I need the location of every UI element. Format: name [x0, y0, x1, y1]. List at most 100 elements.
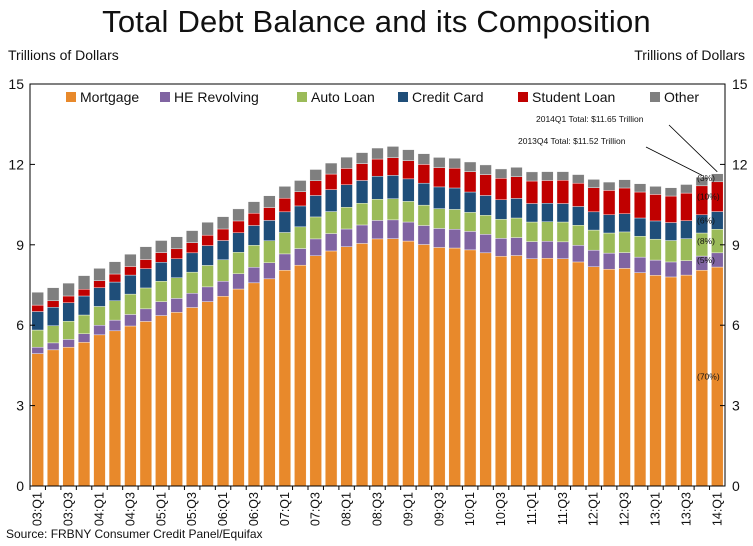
bar-segment-student-loan [587, 187, 600, 213]
bar-segment-mortgage [247, 282, 261, 487]
bar-segment-he-revolving [77, 333, 91, 343]
bar-segment-student-loan [510, 176, 523, 199]
bar-segment-auto-loan [587, 229, 600, 251]
bar-segment-student-loan [31, 304, 44, 312]
bar-segment-mortgage [294, 264, 307, 487]
bar-segment-credit-card [587, 211, 600, 231]
bar-segment-he-revolving [186, 293, 199, 308]
x-tick-label: 09:Q1 [401, 492, 415, 526]
bar-segment-auto-loan [680, 238, 693, 261]
bar-segment-he-revolving [31, 346, 44, 354]
y-tick-label-right: 0 [732, 478, 740, 494]
bar-segment-auto-loan [664, 240, 678, 263]
legend-label: HE Revolving [174, 89, 259, 105]
bar-segment-auto-loan [355, 203, 369, 226]
bar-segment-other [31, 292, 44, 306]
bar-segment-auto-loan [649, 238, 662, 261]
bar-segment-he-revolving [371, 220, 384, 240]
bar-segment-other [525, 171, 539, 182]
bar-segment-he-revolving [278, 253, 291, 271]
bar-segment-student-loan [325, 173, 338, 190]
bar-segment-he-revolving [155, 301, 168, 316]
bar-segment-student-loan [340, 168, 353, 185]
bar-segment-he-revolving [201, 286, 214, 302]
x-tick-label: 03:Q3 [62, 492, 76, 526]
bar-segment-he-revolving [417, 225, 430, 245]
bar-segment-student-loan [108, 273, 122, 283]
bar-segment-auto-loan [186, 271, 199, 294]
bar-segment-credit-card [525, 203, 539, 223]
bar-segment-mortgage [340, 246, 353, 487]
bar-segment-auto-loan [232, 252, 245, 274]
bar-segment-mortgage [278, 270, 291, 487]
bar-segment-other [371, 147, 384, 160]
bar-segment-auto-loan [93, 306, 106, 326]
bar-segment-auto-loan [340, 207, 353, 230]
bar-segment-credit-card [340, 184, 353, 208]
x-tick-label: 10:Q3 [494, 492, 508, 526]
bar-segment-auto-loan [525, 221, 539, 242]
composition-share-label: (3%) [697, 173, 715, 183]
bar-segment-other [170, 236, 183, 250]
bar-segment-other [386, 146, 400, 158]
bar-segment-mortgage [325, 250, 338, 487]
bar-segment-other [355, 152, 369, 164]
bar-segment-student-loan [124, 266, 137, 276]
bar-segment-auto-loan [541, 221, 554, 242]
x-tick-label: 03:Q1 [31, 492, 45, 526]
bar-segment-credit-card [170, 258, 183, 278]
bar-segment-other [464, 161, 477, 172]
bar-segment-he-revolving [325, 233, 338, 252]
bar-segment-auto-loan [278, 232, 291, 255]
bar-segment-other [294, 180, 307, 192]
x-tick-label: 14:Q1 [710, 492, 724, 526]
x-tick-label: 09:Q3 [432, 492, 446, 526]
bar-segment-student-loan [649, 194, 662, 222]
bar-segment-he-revolving [294, 248, 307, 266]
bar-segment-other [216, 216, 230, 230]
annotation-arrow [668, 124, 718, 173]
bar-segment-credit-card [603, 214, 616, 234]
bar-segment-credit-card [371, 175, 384, 200]
bar-segment-other [711, 173, 724, 183]
bar-segment-auto-loan [325, 211, 338, 234]
bar-segment-credit-card [541, 203, 554, 222]
bar-segment-other [139, 246, 152, 260]
bar-segment-he-revolving [216, 281, 230, 297]
composition-share-label: (70%) [697, 372, 720, 382]
bar-segment-he-revolving [510, 237, 523, 256]
bar-segment-student-loan [464, 171, 477, 193]
bar-segment-mortgage [541, 258, 554, 487]
bar-segment-mortgage [649, 275, 662, 487]
bar-segment-he-revolving [633, 256, 647, 273]
axes-layer: 0 0 3 3 6 6 9 9 12 12 15 15 03:Q1 03:Q3 04:Q1 04:Q3 05:Q… [8, 76, 747, 526]
legend-swatch [650, 92, 660, 102]
bar-segment-other [417, 153, 430, 165]
bar-segment-other [572, 174, 585, 184]
bar-segment-mortgage [618, 268, 631, 487]
bar-segment-he-revolving [541, 241, 554, 259]
bar-segment-other [448, 158, 461, 169]
bar-segment-credit-card [93, 287, 106, 307]
bar-segment-other [680, 184, 693, 194]
bar-segment-credit-card [680, 220, 693, 239]
x-tick-label: 08:Q3 [371, 492, 385, 526]
x-tick-label: 07:Q1 [278, 492, 292, 526]
bar-segment-auto-loan [494, 219, 508, 239]
bar-segment-mortgage [386, 238, 400, 487]
bar-segment-mortgage [77, 342, 91, 487]
bar-segment-mortgage [155, 315, 168, 487]
bar-segment-mortgage [464, 249, 477, 487]
bar-segment-student-loan [47, 300, 60, 308]
bar-segment-student-loan [186, 242, 199, 254]
bar-segment-he-revolving [603, 252, 616, 270]
bar-segment-credit-card [556, 203, 569, 223]
bar-segment-credit-card [124, 274, 137, 295]
x-tick-label: 12:Q1 [587, 492, 601, 526]
x-tick-label: 08:Q1 [340, 492, 354, 526]
bar-segment-auto-loan [170, 277, 183, 299]
chart-title: Total Debt Balance and its Composition [102, 4, 651, 39]
total-annotation-2014q1: 2014Q1 Total: $11.65 Trillion [536, 114, 644, 124]
bar-segment-auto-loan [62, 320, 75, 340]
x-tick-label: 12:Q3 [618, 492, 632, 526]
